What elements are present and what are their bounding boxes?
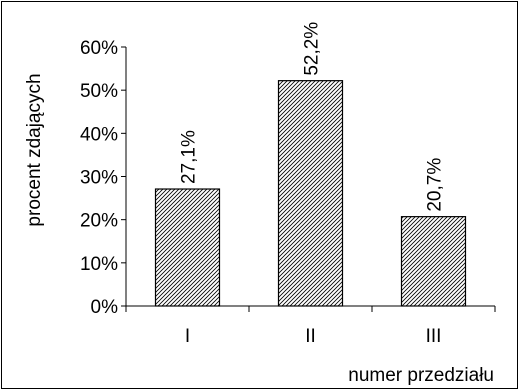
y-tick-label: 20%: [80, 211, 118, 232]
x-tick-label: I: [185, 326, 190, 347]
y-axis-ticks: 0% 10% 20% 30% 40% 50% 60%: [80, 38, 126, 318]
bar-value-label: 52,2%: [302, 22, 323, 76]
y-tick-label: 30%: [80, 168, 118, 189]
bar: [277, 80, 344, 307]
x-tick-label: III: [426, 326, 442, 347]
bar: [154, 188, 221, 307]
bar-value-label: 27,1%: [179, 130, 200, 184]
y-tick-label: 50%: [80, 81, 118, 102]
y-tick-label: 0%: [91, 297, 119, 318]
x-axis-title: numer przedziału: [348, 365, 494, 386]
x-axis-ticks: I II III: [125, 306, 496, 347]
y-tick-label: 10%: [80, 254, 118, 275]
y-axis-title: procent zdających: [24, 73, 45, 226]
y-tick-label: 40%: [80, 124, 118, 145]
bar-value-label: 20,7%: [425, 158, 446, 212]
y-tick-label: 60%: [80, 38, 118, 59]
bars: 27,1% 52,2% 20,7%: [154, 22, 467, 307]
bar: [400, 216, 467, 307]
x-tick-label: II: [305, 326, 316, 347]
